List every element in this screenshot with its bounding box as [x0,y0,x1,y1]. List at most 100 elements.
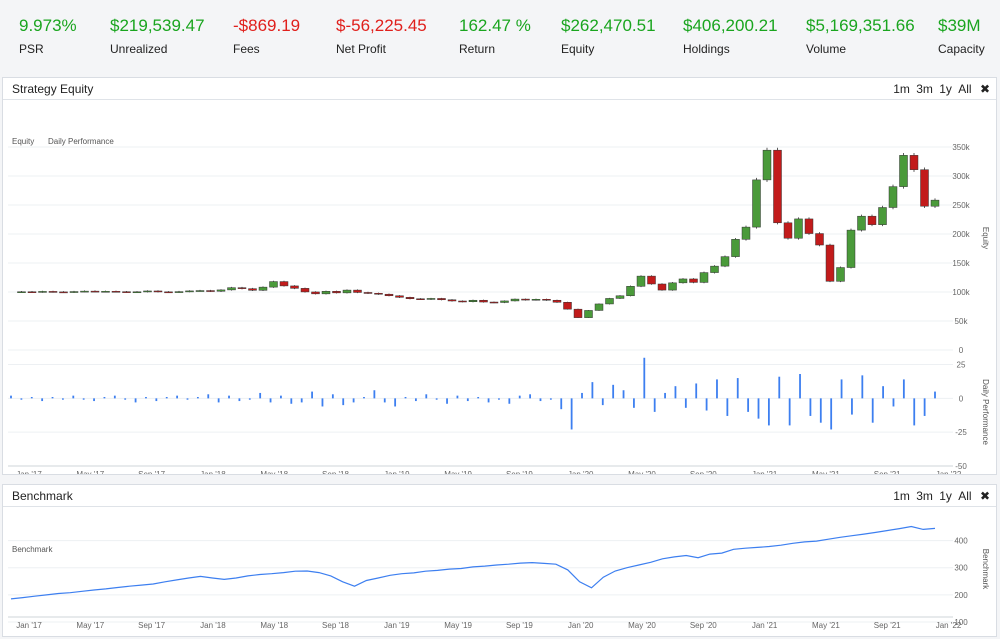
strategy-equity-chart: Equity Daily Performance 0 50k 100k 150k 200… [8,137,990,474]
daily-performance-y-tick-label: 0 [959,394,964,403]
equity-y-tick-label: 50k [955,317,969,326]
daily-performance-bar [228,395,230,399]
daily-performance-bar [840,379,843,399]
equity-y-tick-label: 300k [952,172,970,181]
equity-y-axis: 0 50k 100k 150k 200k 250k 300k 350k [952,143,970,355]
stat-fees: -$869.19 Fees [233,16,300,56]
equity-y-tick-label: 350k [952,143,970,152]
stat-fees-value: -$869.19 [233,16,301,35]
equity-y-tick-label: 250k [952,201,970,210]
daily-performance-y-axis: -50 -25 0 25 [955,361,967,471]
equity-candle [636,275,646,287]
equity-candle [563,302,572,310]
daily-performance-bar [456,395,459,399]
equity-x-tick-label: Jan '20 [568,470,594,474]
equity-candle [101,291,110,293]
equity-candle [90,290,100,293]
daily-performance-bar [280,395,282,399]
daily-performance-bar [321,398,324,407]
equity-candles [17,147,940,319]
equity-candle [227,287,236,291]
range-all-button[interactable]: All [958,82,972,96]
daily-performance-bar [342,398,345,406]
benchmark-range-1m-button[interactable]: 1m [893,489,910,503]
legend-equity[interactable]: Equity [12,137,34,146]
daily-performance-bar [508,398,511,404]
daily-performance-bar [902,379,905,399]
stat-capacity-label: Capacity [938,42,985,56]
equity-x-tick-label: Jan '21 [752,470,778,474]
daily-performance-axis-label: Daily Performance [981,379,990,445]
daily-performance-bar [643,357,646,399]
equity-axis-label: Equity [981,227,990,249]
benchmark-gridlines [8,540,953,623]
daily-performance-bar [892,398,895,407]
daily-performance-bar [601,398,604,406]
close-icon[interactable]: ✖ [979,82,990,96]
range-1m-button[interactable]: 1m [893,82,910,96]
daily-performance-bar [809,398,812,416]
daily-performance-bar [591,382,594,399]
benchmark-title: Benchmark [12,489,73,503]
daily-performance-bar [799,374,801,399]
equity-candle [857,215,866,231]
daily-performance-bar [207,394,210,399]
daily-performance-bar [612,384,615,399]
daily-performance-bar [435,398,438,400]
strategy-equity-title: Strategy Equity [12,82,94,96]
daily-performance-y-tick-label: -25 [955,428,967,437]
equity-candle [500,300,509,303]
benchmark-axis-label: Benchmark [981,549,990,590]
daily-performance-bar [394,398,397,407]
equity-candle [657,283,667,291]
equity-y-tick-label: 150k [952,259,970,268]
stat-return-label: Return [459,42,496,56]
equity-candle [69,291,79,293]
legend-benchmark[interactable]: Benchmark [12,545,53,554]
stat-net-profit: $-56,225.45 Net Profit [336,16,427,56]
equity-candle [321,291,331,295]
equity-candle [594,303,604,311]
benchmark-range-3m-button[interactable]: 3m [916,489,933,503]
stat-psr: 9.973% PSR [19,16,77,56]
benchmark-range-1y-button[interactable]: 1y [939,489,952,503]
daily-performance-bar [882,386,884,399]
daily-performance-bar [145,397,147,399]
equity-candle [605,298,614,305]
daily-performance-bar [674,386,677,399]
benchmark-close-icon[interactable]: ✖ [979,489,990,503]
benchmark-y-axis: 100 200 300 400 [954,537,968,627]
daily-performance-bar [757,398,760,419]
equity-candle [248,288,257,291]
equity-candle [626,286,635,297]
benchmark-range-all-button[interactable]: All [958,489,972,503]
equity-candle [689,278,698,283]
benchmark-y-tick-label: 400 [954,537,968,546]
range-1y-button[interactable]: 1y [939,82,952,96]
equity-candle [815,233,824,246]
equity-candle [447,299,457,302]
equity-candle [405,297,415,299]
stat-holdings: $406,200.21 Holdings [683,16,778,56]
daily-performance-bar [653,398,656,412]
benchmark-x-tick-label: May '19 [444,621,472,630]
statistics-bar: 9.973% PSR $219,539.47 Unrealized -$869.… [0,0,1000,72]
range-3m-button[interactable]: 3m [916,82,933,96]
daily-performance-bar [113,395,116,399]
equity-candle [290,285,299,289]
daily-performance-bar [30,397,33,399]
benchmark-x-tick-label: May '17 [76,621,104,630]
benchmark-x-tick-label: May '18 [260,621,288,630]
daily-performance-bar [549,398,552,400]
equity-candle [395,295,404,298]
daily-performance-bar [788,398,791,426]
equity-candle [132,291,142,294]
stat-holdings-label: Holdings [683,42,730,56]
daily-performance-bar [466,398,469,402]
equity-x-tick-label: Jan '18 [200,470,226,474]
legend-daily-performance[interactable]: Daily Performance [48,137,114,146]
daily-performance-bar [51,397,54,399]
equity-x-tick-label: Sep '19 [506,470,533,474]
daily-performance-bar [518,395,521,399]
stat-return-value: 162.47 % [459,16,531,35]
